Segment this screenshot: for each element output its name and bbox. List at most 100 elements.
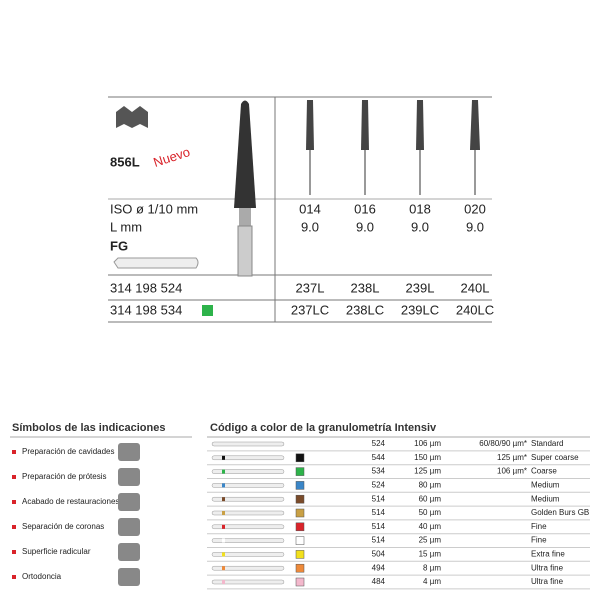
size: 8 µm [423, 563, 441, 572]
code: 514 [372, 508, 386, 517]
grit-name: Ultra fine [531, 577, 564, 586]
iso-label: ISO ø 1/10 mm [110, 201, 198, 216]
code: 494 [372, 563, 386, 572]
length-value: 9.0 [356, 219, 374, 234]
bur-ring [222, 580, 225, 584]
size: 150 µm [414, 453, 441, 462]
code: 544 [372, 453, 386, 462]
size: 60 µm [419, 494, 442, 503]
color-swatch [295, 494, 305, 504]
bur-shank [211, 510, 285, 516]
grit-name: Fine [531, 536, 547, 545]
code: 524 [372, 481, 386, 490]
size: 15 µm [419, 550, 442, 559]
indication-icon [118, 493, 140, 511]
bur-shank [211, 483, 285, 488]
grit: 60/80/90 µm* [479, 439, 527, 448]
reference: 237L [296, 280, 325, 295]
bullet [12, 450, 16, 454]
iso-value: 018 [409, 201, 431, 216]
code: 534 [372, 467, 386, 476]
iso-value: 014 [299, 201, 321, 216]
bullet [12, 500, 16, 504]
iso-value: 020 [464, 201, 486, 216]
grit-name: Ultra fine [531, 563, 564, 572]
grit-name: Medium [531, 481, 560, 490]
bur-shank [211, 538, 285, 543]
reference: 237LC [291, 302, 329, 317]
bur-shank [211, 579, 285, 585]
shank: FG [110, 238, 128, 253]
grit-name: Golden Burs GB [531, 508, 589, 517]
bur-illustration [113, 100, 256, 277]
size: 25 µm [419, 536, 442, 545]
color-swatch [295, 508, 305, 518]
code: 484 [372, 577, 386, 586]
bur-shank [211, 455, 285, 461]
bur-shank [211, 496, 285, 502]
code: 514 [372, 494, 386, 503]
size: 125 µm [414, 467, 441, 476]
grit-name: Medium [531, 494, 560, 503]
article-number: 314 198 524 [110, 280, 182, 295]
color-swatch [295, 563, 305, 573]
bur-ring [222, 483, 225, 488]
bullet [12, 525, 16, 529]
reference: 240LC [456, 302, 494, 317]
size: 50 µm [419, 508, 442, 517]
bur-shank [211, 565, 285, 571]
bullet [12, 550, 16, 554]
bur-shank [211, 469, 285, 474]
indication: Acabado de restauraciones [22, 497, 119, 506]
indication-icon [118, 568, 140, 586]
color-swatch [295, 522, 305, 532]
indication-icon [118, 543, 140, 561]
length-value: 9.0 [466, 219, 484, 234]
size: 106 µm [414, 439, 441, 448]
length-value: 9.0 [411, 219, 429, 234]
code: 514 [372, 522, 386, 531]
color-swatch [295, 550, 305, 559]
section-title: Símbolos de las indicaciones [12, 422, 165, 434]
section-title: Código a color de la granulometría Inten… [210, 422, 437, 434]
bur-shank [211, 441, 285, 447]
color-swatch [295, 453, 305, 463]
reference: 238L [351, 280, 380, 295]
bur-ring [222, 566, 225, 571]
grit-name: Fine [531, 522, 547, 531]
indication-icon [118, 443, 140, 461]
indication: Superficie radicular [22, 547, 91, 556]
bur-ring [222, 524, 225, 529]
indication: Preparación de prótesis [22, 472, 107, 481]
bur-ring [222, 538, 225, 543]
reference: 239LC [401, 302, 439, 317]
code: 524 [372, 439, 386, 448]
color-swatch [295, 536, 305, 545]
length-label: L mm [110, 219, 142, 234]
article-number: 314 198 534 [110, 302, 182, 317]
bullet [12, 475, 16, 479]
grit-name: Extra fine [531, 550, 565, 559]
model: 856L [110, 154, 140, 169]
bur-ring [222, 497, 225, 502]
bur-shank [211, 552, 285, 557]
grit: 125 µm* [497, 453, 527, 462]
size: 80 µm [419, 481, 442, 490]
size: 4 µm [423, 577, 441, 586]
bur-shank [211, 524, 285, 530]
color-swatch [202, 305, 213, 316]
bur-ring [222, 469, 225, 474]
indication: Ortodoncia [22, 572, 62, 581]
color-swatch [295, 467, 305, 476]
indication: Preparación de cavidades [22, 447, 115, 456]
bur-ring [222, 552, 225, 557]
color-swatch [295, 481, 305, 490]
length-value: 9.0 [301, 219, 319, 234]
badge: Nuevo [151, 144, 191, 170]
reference: 239L [406, 280, 435, 295]
grit-name: Standard [531, 439, 563, 448]
reference: 238LC [346, 302, 384, 317]
indication: Separación de coronas [22, 522, 104, 531]
code: 504 [372, 550, 386, 559]
